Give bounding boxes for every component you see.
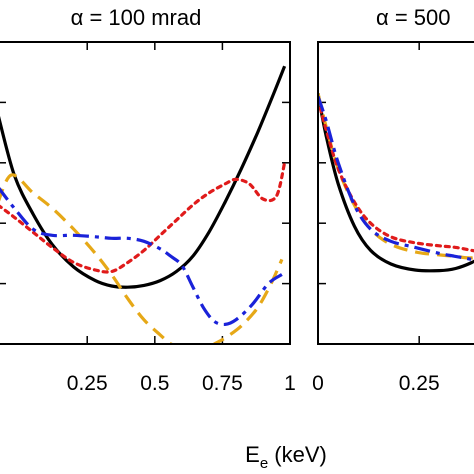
x-axis-label-subscript: e — [260, 455, 268, 472]
plot-right-frame — [317, 41, 474, 345]
x-axis-label-symbol: E — [245, 442, 260, 467]
left-series-line-0 — [0, 65, 287, 289]
left-x-tick-label-2: 0.75 — [202, 372, 243, 395]
right-x-tick-label-0: 0 — [312, 372, 324, 395]
plot-right: 00.250.5 — [312, 42, 474, 395]
x-axis-label: Ee (keV) — [245, 442, 327, 472]
panel-right: α = 500 00.250.5 — [312, 5, 474, 395]
left-series-group — [0, 65, 287, 344]
left-series-line-2 — [0, 161, 287, 274]
panel-right-title: α = 500 — [376, 5, 451, 30]
plot-left-frame — [0, 41, 291, 345]
x-axis-label-unit: (keV) — [268, 442, 327, 467]
plot-left: 0.25 0.5 0.75 1 — [0, 42, 296, 395]
left-x-tick-label-0: 0.25 — [67, 372, 108, 395]
right-series-line-2 — [318, 97, 474, 253]
left-series-line-1 — [0, 173, 284, 344]
right-series-line-3 — [318, 95, 474, 262]
left-x-tick-label-1: 0.5 — [140, 372, 169, 395]
panel-left: α = 100 mrad 0.25 0.5 0.75 1 — [0, 5, 296, 395]
left-x-tick-label-3: 1 — [284, 372, 296, 395]
right-series-line-0 — [318, 93, 474, 273]
panel-left-title: α = 100 mrad — [71, 5, 202, 30]
left-series-line-3 — [0, 186, 283, 327]
right-x-tick-label-1: 0.25 — [399, 372, 440, 395]
right-series-group — [318, 92, 474, 273]
